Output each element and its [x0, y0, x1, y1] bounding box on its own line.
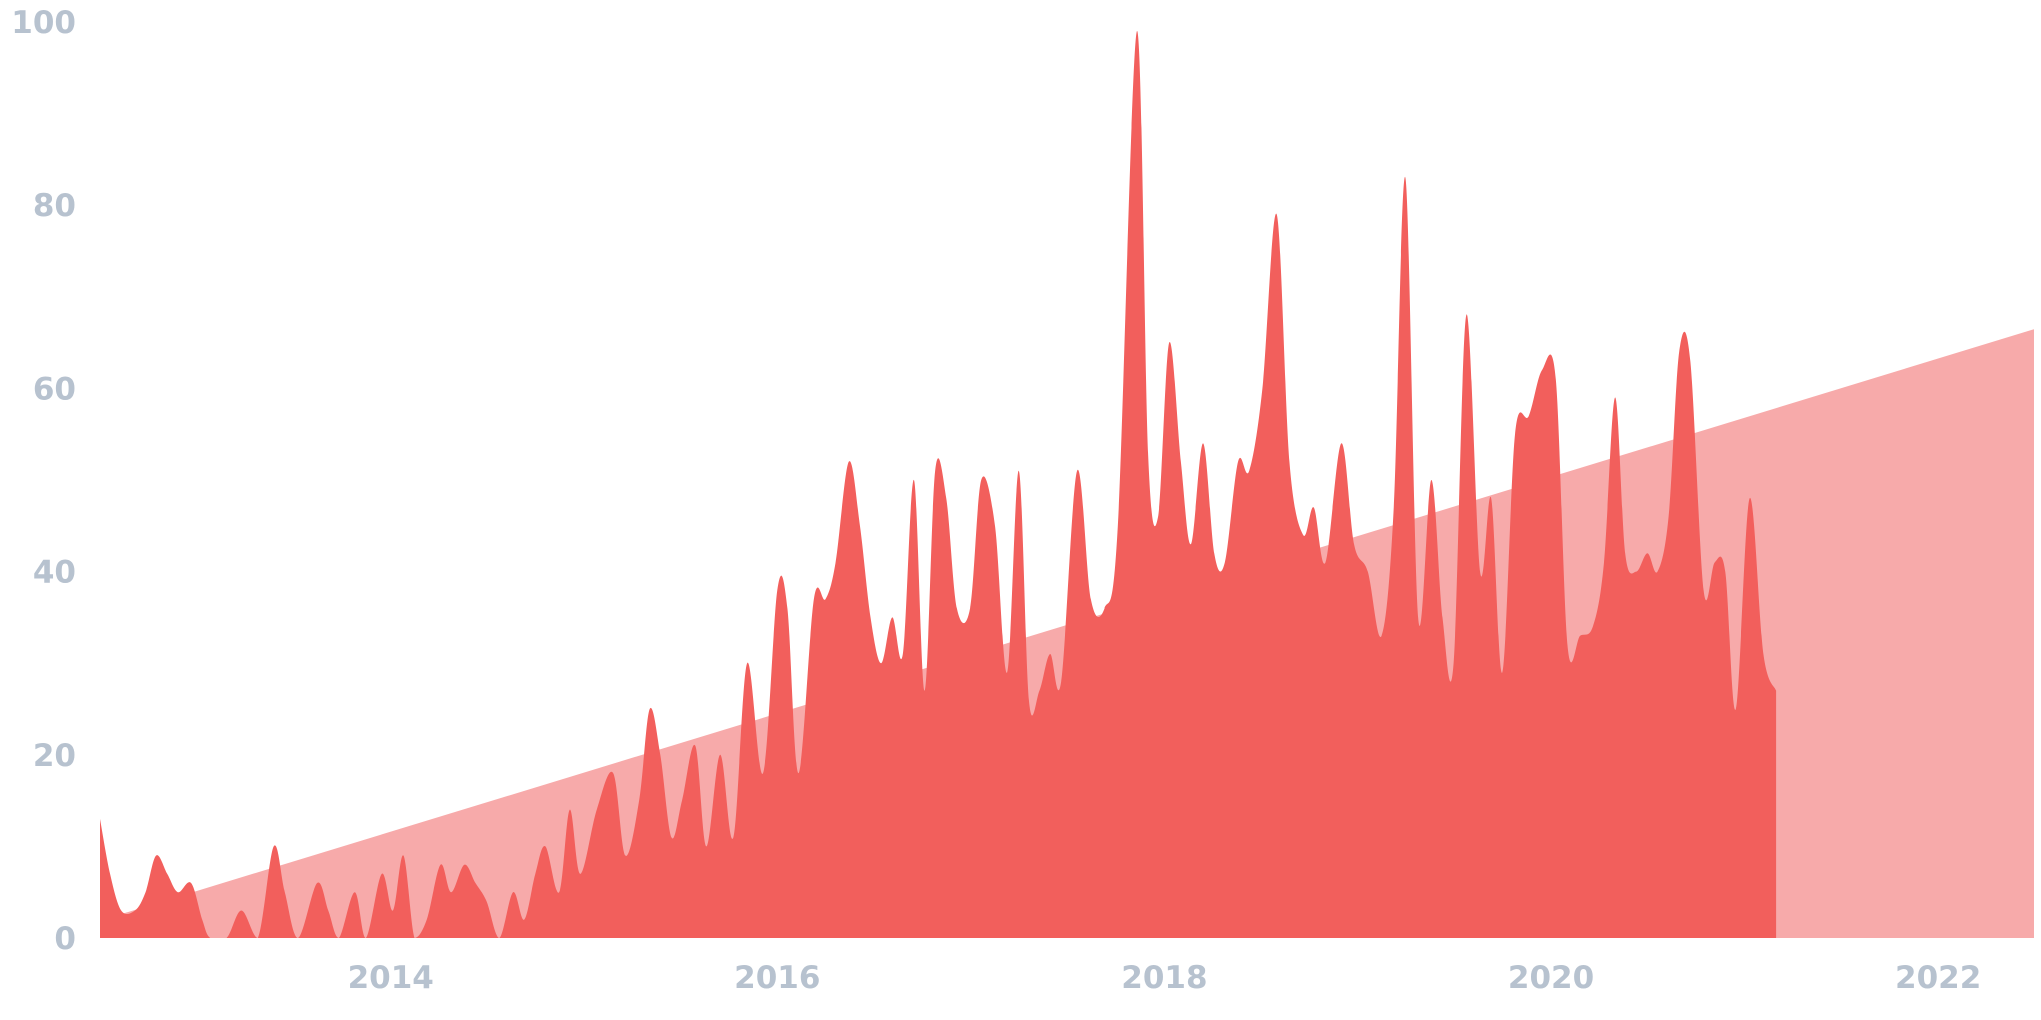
y-axis: 0 20 40 60 80 100	[11, 5, 76, 957]
y-tick-label: 60	[33, 371, 76, 407]
interest-area	[100, 30, 1777, 938]
x-tick-label: 2022	[1895, 960, 1981, 996]
y-tick-label: 20	[33, 738, 76, 774]
y-tick-label: 40	[33, 555, 76, 591]
x-tick-label: 2014	[348, 960, 434, 996]
x-tick-label: 2018	[1121, 960, 1207, 996]
y-tick-label: 100	[11, 5, 76, 41]
x-axis: 2014 2016 2018 2020 2022	[348, 960, 1982, 996]
y-tick-label: 80	[33, 188, 76, 224]
y-tick-label: 0	[54, 921, 76, 957]
x-tick-label: 2016	[734, 960, 820, 996]
x-tick-label: 2020	[1508, 960, 1594, 996]
